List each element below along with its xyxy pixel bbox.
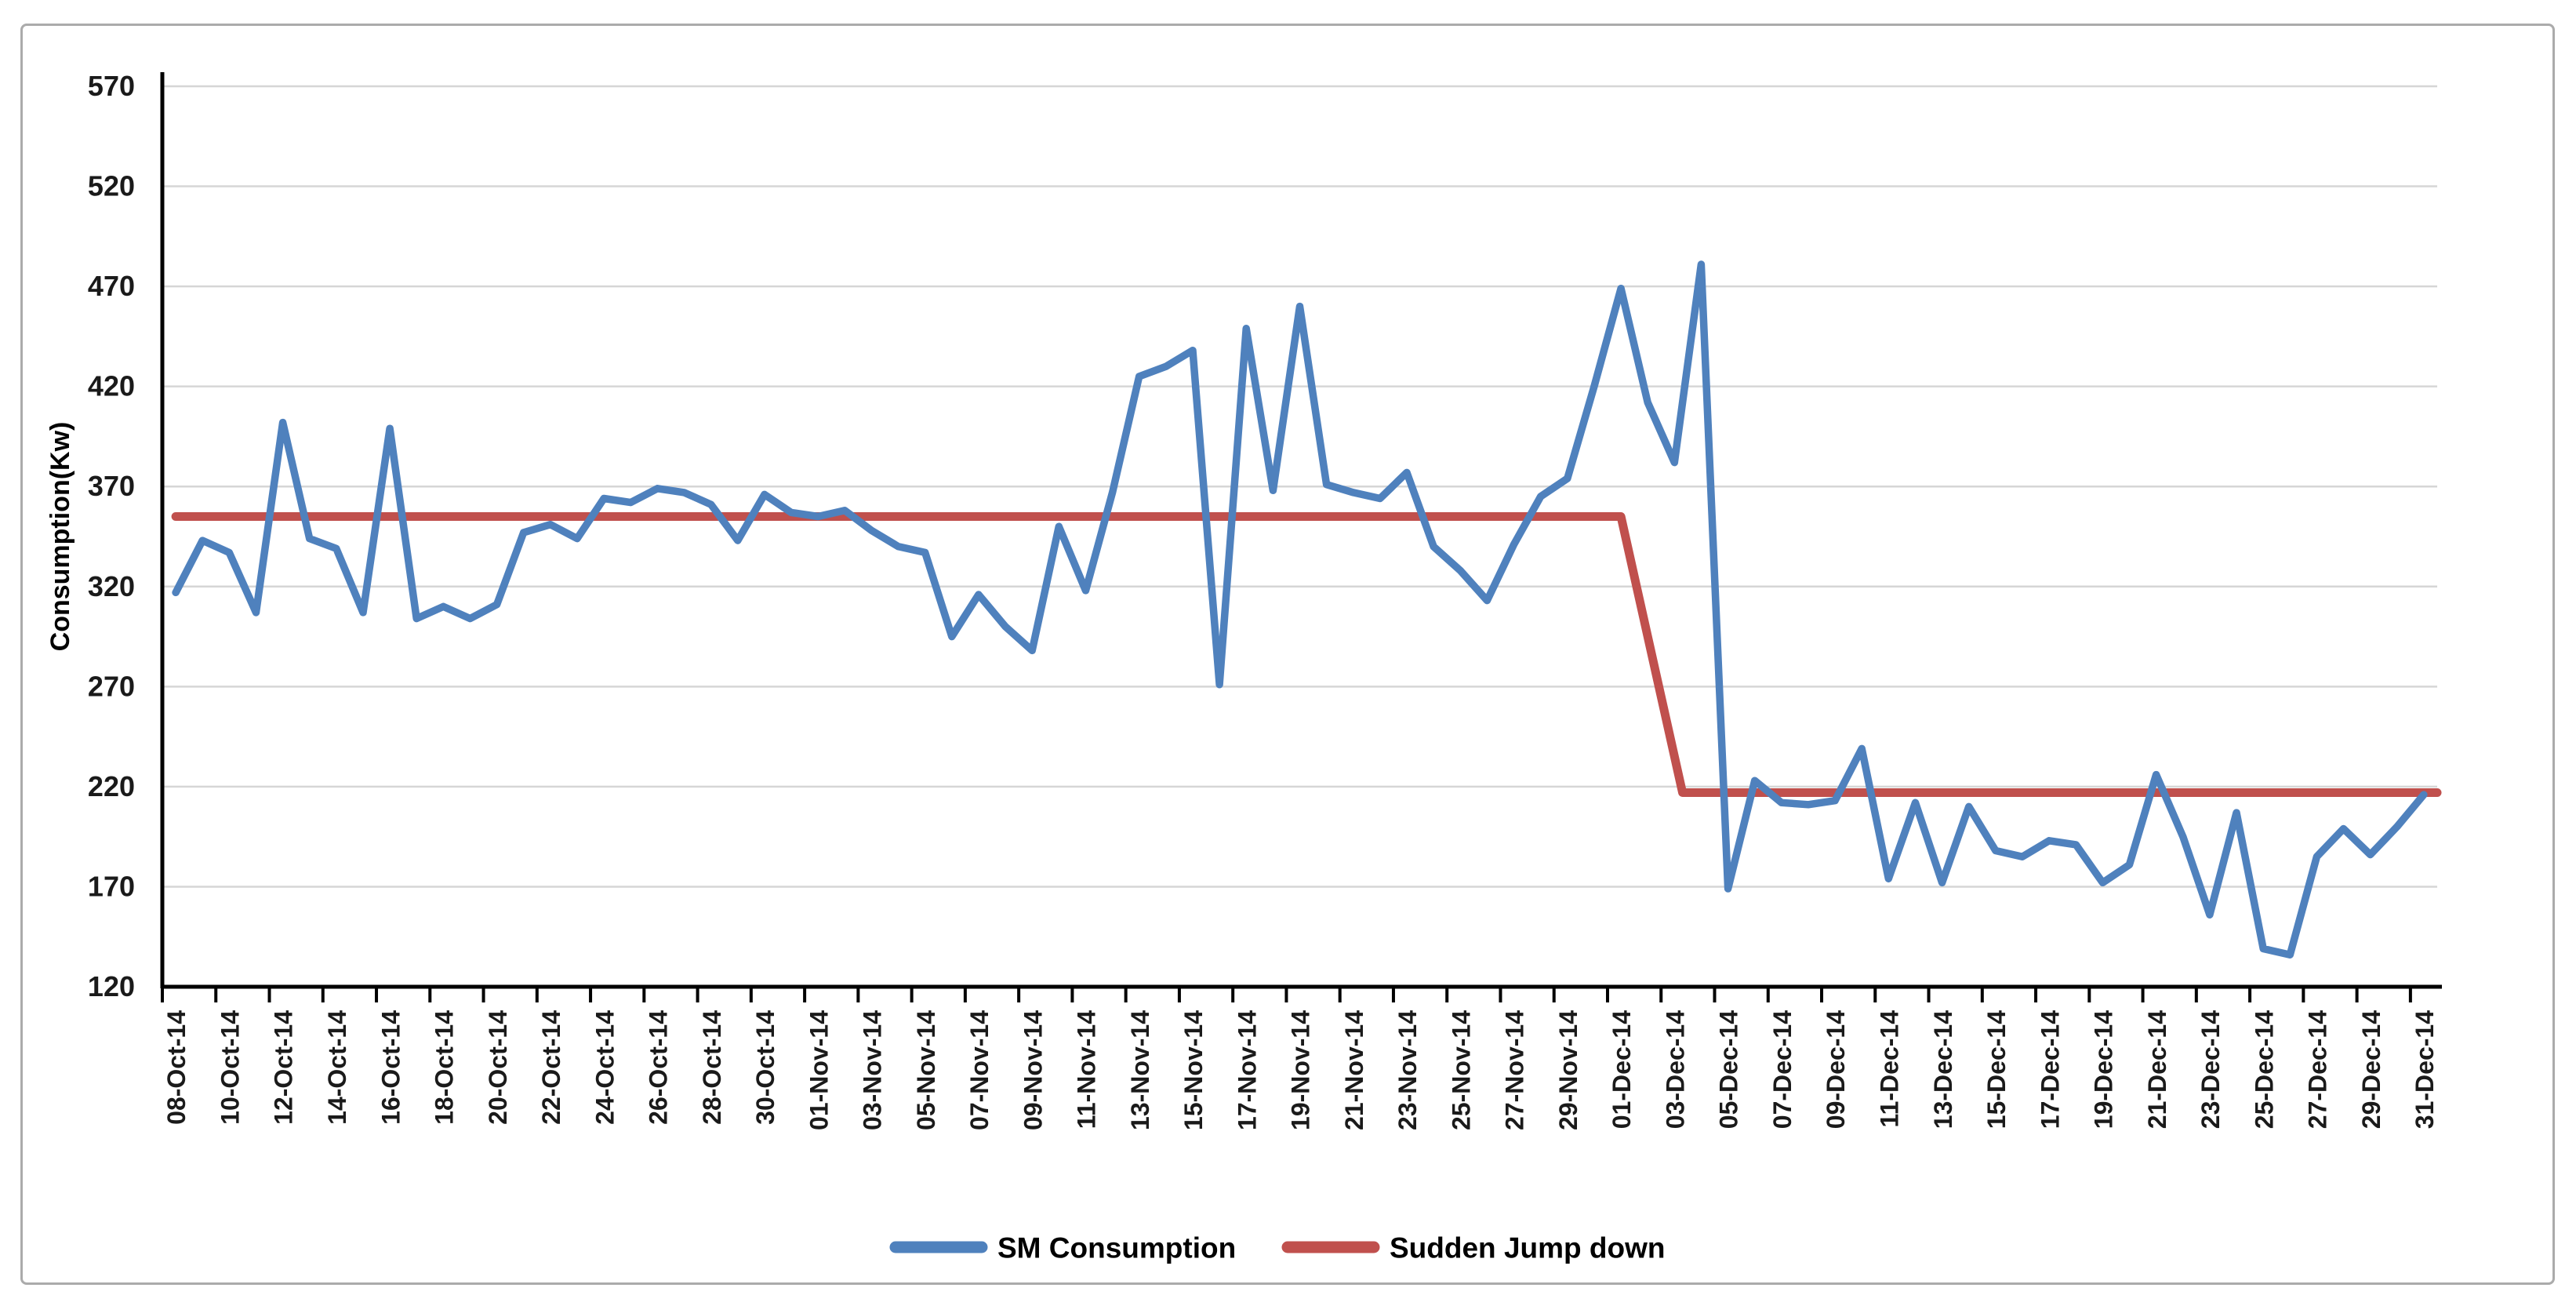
legend-sudden-jump-down-label: Sudden Jump down xyxy=(1390,1231,1665,1264)
x-tick-label-07-Nov-14: 07-Nov-14 xyxy=(965,1010,994,1130)
y-tick-label-170: 170 xyxy=(88,870,135,902)
y-tick-label-470: 470 xyxy=(88,270,135,302)
y-tick-label-320: 320 xyxy=(88,570,135,602)
x-tick-label-01-Nov-14: 01-Nov-14 xyxy=(805,1010,833,1130)
y-tick-label-370: 370 xyxy=(88,470,135,502)
x-tick-label-29-Dec-14: 29-Dec-14 xyxy=(2357,1010,2385,1129)
x-tick-label-09-Dec-14: 09-Dec-14 xyxy=(1822,1010,1850,1129)
x-tick-label-11-Nov-14: 11-Nov-14 xyxy=(1073,1010,1101,1129)
x-tick-label-09-Nov-14: 09-Nov-14 xyxy=(1019,1010,1047,1130)
x-tick-label-25-Dec-14: 25-Dec-14 xyxy=(2250,1010,2278,1129)
x-tick-label-29-Nov-14: 29-Nov-14 xyxy=(1554,1010,1582,1130)
x-tick-label-26-Oct-14: 26-Oct-14 xyxy=(645,1010,673,1125)
x-tick-label-24-Oct-14: 24-Oct-14 xyxy=(590,1010,619,1125)
x-tick-label-23-Nov-14: 23-Nov-14 xyxy=(1393,1010,1422,1130)
x-tick-label-12-Oct-14: 12-Oct-14 xyxy=(270,1010,298,1125)
y-axis-title: Consumption(Kw) xyxy=(45,422,75,652)
x-tick-label-11-Dec-14: 11-Dec-14 xyxy=(1876,1010,1904,1128)
x-tick-label-10-Oct-14: 10-Oct-14 xyxy=(216,1010,244,1125)
x-tick-label-03-Dec-14: 03-Dec-14 xyxy=(1661,1010,1689,1129)
y-tick-label-220: 220 xyxy=(88,770,135,802)
y-tick-label-570: 570 xyxy=(88,70,135,102)
x-tick-label-05-Nov-14: 05-Nov-14 xyxy=(912,1010,940,1130)
x-tick-label-27-Nov-14: 27-Nov-14 xyxy=(1501,1010,1529,1130)
x-tick-label-19-Dec-14: 19-Dec-14 xyxy=(2090,1010,2118,1129)
x-tick-label-17-Dec-14: 17-Dec-14 xyxy=(2036,1010,2064,1129)
y-tick-label-120: 120 xyxy=(88,970,135,1002)
x-tick-label-25-Nov-14: 25-Nov-14 xyxy=(1447,1010,1475,1130)
x-tick-label-17-Nov-14: 17-Nov-14 xyxy=(1233,1010,1261,1130)
x-tick-label-16-Oct-14: 16-Oct-14 xyxy=(376,1010,405,1125)
sudden-jump-down-line xyxy=(171,512,2442,797)
x-tick-label-05-Dec-14: 05-Dec-14 xyxy=(1715,1010,1743,1129)
x-tick-label-21-Nov-14: 21-Nov-14 xyxy=(1340,1010,1368,1130)
chart-frame xyxy=(20,24,2555,1285)
x-tick-label-19-Nov-14: 19-Nov-14 xyxy=(1287,1010,1315,1130)
x-tick-label-22-Oct-14: 22-Oct-14 xyxy=(537,1010,565,1125)
y-tick-label-520: 520 xyxy=(88,170,135,202)
x-tick-label-30-Oct-14: 30-Oct-14 xyxy=(751,1010,779,1125)
x-tick-label-13-Nov-14: 13-Nov-14 xyxy=(1126,1010,1154,1130)
x-tick-label-14-Oct-14: 14-Oct-14 xyxy=(323,1010,351,1125)
x-tick-label-15-Nov-14: 15-Nov-14 xyxy=(1179,1010,1208,1130)
x-tick-label-15-Dec-14: 15-Dec-14 xyxy=(1982,1010,2011,1129)
x-tick-label-28-Oct-14: 28-Oct-14 xyxy=(698,1010,726,1125)
sm-consumption-line xyxy=(172,260,2428,959)
x-tick-label-20-Oct-14: 20-Oct-14 xyxy=(484,1010,512,1125)
x-tick-label-07-Dec-14: 07-Dec-14 xyxy=(1768,1010,1797,1129)
x-tick-label-01-Dec-14: 01-Dec-14 xyxy=(1608,1010,1636,1129)
x-tick-label-27-Dec-14: 27-Dec-14 xyxy=(2304,1010,2332,1129)
x-tick-label-23-Dec-14: 23-Dec-14 xyxy=(2196,1010,2225,1129)
x-tick-label-03-Nov-14: 03-Nov-14 xyxy=(859,1010,887,1130)
legend-sm-consumption-label: SM Consumption xyxy=(997,1231,1236,1264)
x-tick-label-08-Oct-14: 08-Oct-14 xyxy=(162,1010,191,1125)
x-tick-label-21-Dec-14: 21-Dec-14 xyxy=(2143,1010,2171,1129)
x-tick-label-18-Oct-14: 18-Oct-14 xyxy=(431,1010,459,1125)
x-tick-label-31-Dec-14: 31-Dec-14 xyxy=(2411,1010,2439,1129)
y-tick-label-420: 420 xyxy=(88,370,135,402)
y-tick-label-270: 270 xyxy=(88,670,135,702)
x-tick-label-13-Dec-14: 13-Dec-14 xyxy=(1929,1010,1957,1129)
